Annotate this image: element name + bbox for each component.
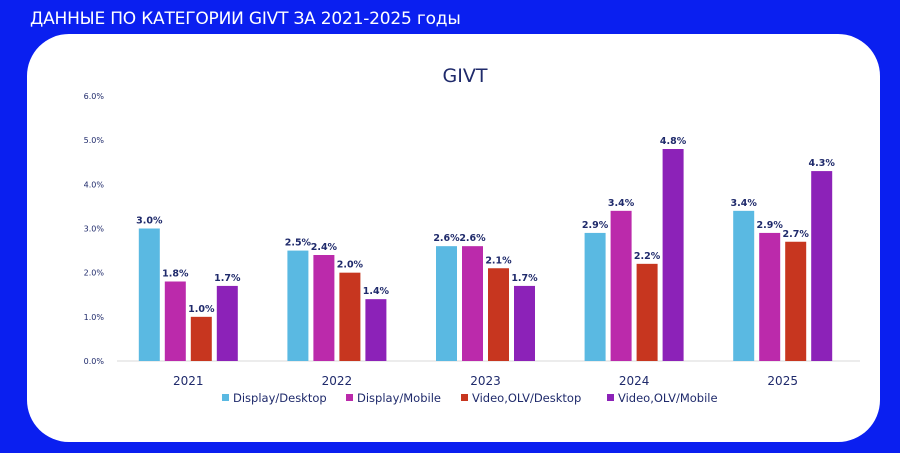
legend-swatch (607, 394, 614, 401)
bar-2024-video-olv-mobile (662, 149, 684, 361)
legend-item: Display/Desktop (222, 391, 327, 405)
legend-label: Video,OLV/Mobile (618, 391, 718, 405)
bar-2024-display-mobile (610, 210, 632, 361)
bar-2023-display-mobile (462, 246, 483, 361)
y-tick-label: 4.0% (84, 180, 105, 189)
y-axis: 0.0% 1.0% 2.0% 3.0% 4.0% 5.0% 6.0% (84, 92, 105, 366)
data-label: 2.9% (757, 220, 784, 231)
data-label: 2.6% (433, 233, 460, 244)
data-label: 1.7% (214, 273, 241, 284)
bar-2025-display-desktop (733, 210, 755, 361)
data-label: 4.3% (809, 158, 836, 169)
data-label: 3.4% (608, 198, 635, 209)
y-tick-label: 3.0% (84, 225, 105, 234)
y-tick-label: 2.0% (84, 269, 105, 278)
data-label: 2.2% (634, 251, 661, 262)
bars (138, 149, 833, 361)
bar-2025-display-mobile (759, 232, 781, 361)
bar-2021-video-olv-desktop (190, 316, 212, 361)
y-tick-label: 6.0% (84, 92, 105, 101)
legend-label: Video,OLV/Desktop (472, 391, 581, 405)
x-tick-label: 2023 (470, 374, 501, 388)
x-axis: 2021 2022 2023 2024 2025 (173, 374, 798, 388)
bar-2022-display-desktop (287, 250, 309, 361)
bar-2022-display-mobile (313, 255, 335, 361)
chart-title: GIVT (443, 65, 488, 87)
legend-swatch (346, 394, 353, 401)
page-title: ДАННЫЕ ПО КАТЕГОРИИ GIVT ЗА 2021-2025 го… (30, 9, 461, 29)
legend: Display/Desktop Display/Mobile Video,OLV/D… (222, 391, 718, 405)
data-label: 2.4% (311, 242, 338, 253)
data-label: 2.5% (285, 238, 312, 249)
legend-swatch (461, 394, 468, 401)
y-tick-label: 5.0% (84, 136, 105, 145)
data-label: 3.4% (731, 198, 758, 209)
bar-2021-display-mobile (164, 281, 186, 361)
data-label: 1.0% (188, 304, 215, 315)
bar-2022-video-olv-desktop (339, 272, 361, 361)
bar-2021-video-olv-mobile (216, 285, 238, 361)
bar-2023-video-olv-mobile (514, 285, 535, 361)
data-label: 1.7% (511, 273, 538, 284)
legend-item: Display/Mobile (346, 391, 441, 405)
bar-2021-display-desktop (138, 228, 160, 361)
data-label: 3.0% (136, 216, 163, 227)
x-tick-label: 2024 (619, 374, 650, 388)
y-tick-label: 1.0% (84, 313, 105, 322)
data-label: 2.6% (459, 233, 486, 244)
legend-item: Video,OLV/Mobile (607, 391, 718, 405)
x-tick-label: 2021 (173, 374, 204, 388)
bar-2022-video-olv-mobile (365, 299, 387, 361)
legend-label: Display/Mobile (357, 391, 441, 405)
data-label: 1.8% (162, 269, 189, 280)
data-labels: 3.0% 1.8% 1.0% 1.7% 2.5% 2.4% 2.0% 1.4% 2.6% 2.6%… (136, 136, 835, 315)
data-label: 2.7% (783, 229, 810, 240)
x-tick-label: 2022 (322, 374, 353, 388)
bar-2023-display-desktop (436, 246, 457, 361)
bar-2023-video-olv-desktop (488, 268, 509, 361)
data-label: 1.4% (363, 286, 390, 297)
bar-2025-video-olv-mobile (811, 171, 833, 361)
data-label: 2.0% (337, 260, 364, 271)
x-tick-label: 2025 (767, 374, 798, 388)
legend-item: Video,OLV/Desktop (461, 391, 581, 405)
data-label: 2.9% (582, 220, 609, 231)
legend-swatch (222, 394, 229, 401)
bar-2025-video-olv-desktop (785, 241, 807, 361)
bar-2024-display-desktop (584, 232, 606, 361)
data-label: 2.1% (485, 255, 512, 266)
bar-2024-video-olv-desktop (636, 263, 658, 361)
legend-label: Display/Desktop (233, 391, 327, 405)
y-tick-label: 0.0% (84, 357, 105, 366)
data-label: 4.8% (660, 136, 687, 147)
